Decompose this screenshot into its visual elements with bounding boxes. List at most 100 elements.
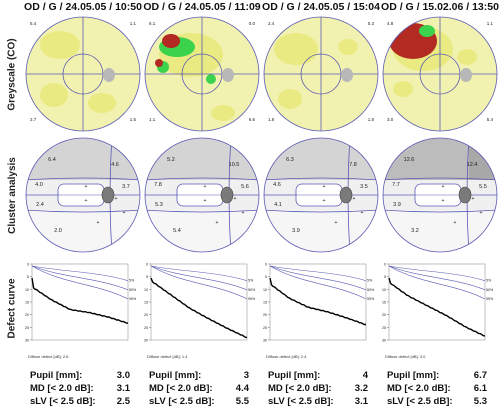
normal-range-curve xyxy=(31,265,129,300)
cluster-sector-inferior xyxy=(264,210,378,252)
y-tick-label: 5 xyxy=(265,275,267,279)
blind-spot xyxy=(101,186,115,204)
cluster-value: 7.7 xyxy=(392,182,400,188)
cluster-value: 10.5 xyxy=(229,162,240,168)
cluster-boundary xyxy=(264,209,378,213)
corner-value-bl: 1.1 xyxy=(149,117,156,122)
cluster-plus-marker: + xyxy=(97,220,100,226)
blind-spot xyxy=(341,68,353,82)
corner-value-tr: 0.3 xyxy=(368,21,375,26)
y-tick-label: 15 xyxy=(144,301,148,305)
cluster-plus-marker: + xyxy=(123,210,126,216)
cluster-boundary xyxy=(264,177,378,181)
y-tick-label: 20 xyxy=(382,313,386,317)
y-tick-label: 0 xyxy=(265,263,267,267)
normal-range-curve xyxy=(150,265,248,291)
corner-value-br: 5.4 xyxy=(487,117,494,122)
cluster-plus-marker: + xyxy=(442,198,445,204)
defect-curve xyxy=(388,277,486,337)
y-tick-label: 15 xyxy=(25,301,29,305)
cluster-value: 3.5 xyxy=(360,184,368,190)
y-tick-label: 30 xyxy=(382,339,386,343)
pupil-stat: Pupil [mm]: 4 xyxy=(268,370,368,381)
defect-patch xyxy=(88,93,116,113)
corner-value-tl: 5.4 xyxy=(30,21,37,26)
defect-row-label: Defect curve xyxy=(6,277,18,339)
y-tick-label: 25 xyxy=(382,326,386,330)
normal-range-curve xyxy=(269,265,367,291)
cluster-outer-circle xyxy=(25,137,141,253)
cluster-value: 5.5 xyxy=(479,184,487,190)
corner-value-br: 1.5 xyxy=(130,117,137,122)
cluster-boundary xyxy=(26,209,140,213)
cluster-value: 4.1 xyxy=(274,202,282,208)
normal-range-curve xyxy=(31,265,129,291)
cluster-value: 6.3 xyxy=(286,157,294,163)
cluster-sector-inferior xyxy=(26,210,140,252)
percentile-label: 95% xyxy=(486,297,494,301)
defect-patch xyxy=(211,105,235,121)
cluster-value: 5.4 xyxy=(173,228,181,234)
exam-title: OD / G / 24.05.05 / 10:50 xyxy=(24,1,142,13)
cluster-value: 7.8 xyxy=(154,182,162,188)
y-tick-label: 5 xyxy=(27,275,29,279)
defect-curve-plot: 0 5 10 15 20 25 30 5% 50% 95% xyxy=(263,263,375,343)
y-tick-label: 30 xyxy=(144,339,148,343)
y-tick-label: 5 xyxy=(384,275,386,279)
cluster-value: 6.4 xyxy=(48,157,56,163)
cluster-value: 12.6 xyxy=(404,157,415,163)
cluster-plus-marker: + xyxy=(115,196,118,202)
normal-range-curve xyxy=(150,265,248,282)
corner-value-tr: 1.1 xyxy=(130,21,137,26)
cluster-sector-inferior xyxy=(383,210,497,252)
diffuse-defect-label: Diffuse defect [dB]: 1.4 xyxy=(147,354,188,359)
cluster-plus-marker: + xyxy=(216,220,219,226)
exam-stats: Pupil [mm]: 3 MD [< 2.0 dB]: 4.4 sLV [< 2.… xyxy=(149,369,249,408)
percentile-label: 95% xyxy=(129,297,137,301)
y-tick-label: 10 xyxy=(25,288,29,292)
cluster-plus-marker: + xyxy=(242,210,245,216)
normal-range-curve xyxy=(31,265,129,282)
diffuse-defect-label: Diffuse defect [dB]: 2.4 xyxy=(266,354,307,359)
defect-curve-plot: 0 5 10 15 20 25 30 5% 50% 95% xyxy=(25,263,137,343)
y-tick-label: 30 xyxy=(263,339,267,343)
percentile-label: 5% xyxy=(486,279,492,283)
cluster-value: 4.6 xyxy=(111,162,119,168)
normal-range-curve xyxy=(388,265,486,300)
cluster-value: 4.6 xyxy=(273,182,281,188)
cluster-plus-marker: + xyxy=(335,220,338,226)
normal-range-curve xyxy=(388,265,486,282)
md-stat: MD [< 2.0 dB]: 6.1 xyxy=(387,383,487,394)
cluster-boundary xyxy=(145,209,259,213)
y-tick-label: 0 xyxy=(27,263,29,267)
diffuse-defect-label: Diffuse defect [dB]: 2.6 xyxy=(28,354,69,359)
md-stat: MD [< 2.0 dB]: 3.1 xyxy=(30,383,130,394)
y-tick-label: 5 xyxy=(146,275,148,279)
defect-curve-plot: 0 5 10 15 20 25 30 5% 50% 95% xyxy=(382,263,494,343)
cluster-boundary xyxy=(26,177,140,181)
cluster-plot: 6.4 4.6 4.0 3.7 2.4 2.0 + + + + + xyxy=(25,137,141,253)
y-tick-label: 10 xyxy=(144,288,148,292)
exam-title: OD / G / 24.05.05 / 15:04 xyxy=(262,1,380,13)
defect-patch xyxy=(206,74,216,84)
blind-spot xyxy=(460,68,472,82)
md-stat: MD [< 2.0 dB]: 4.4 xyxy=(149,383,249,394)
y-tick-label: 15 xyxy=(382,301,386,305)
cluster-outer-circle xyxy=(263,137,379,253)
defect-curve xyxy=(150,277,248,339)
cluster-plus-marker: + xyxy=(361,210,364,216)
cluster-plus-marker: + xyxy=(454,220,457,226)
percentile-label: 5% xyxy=(367,279,373,283)
cluster-row-label: Cluster analysis xyxy=(6,156,18,234)
blind-spot xyxy=(458,186,472,204)
cluster-value: 5.3 xyxy=(155,202,163,208)
defect-patch xyxy=(274,33,318,65)
y-tick-label: 0 xyxy=(384,263,386,267)
slv-stat: sLV [< 2.5 dB]: 2.5 xyxy=(30,396,130,407)
cluster-sector-inferior xyxy=(145,210,259,252)
y-tick-label: 30 xyxy=(25,339,29,343)
cluster-value: 2.0 xyxy=(54,228,62,234)
exam-column-1: OD / G / 24.05.05 / 10:50 5.4 1.1 2.7 1.5 6… xyxy=(24,0,142,411)
y-tick-label: 25 xyxy=(263,326,267,330)
exam-column-3: OD / G / 24.05.05 / 15:04 2.4 0.3 1.6 1.8 6… xyxy=(262,0,380,411)
